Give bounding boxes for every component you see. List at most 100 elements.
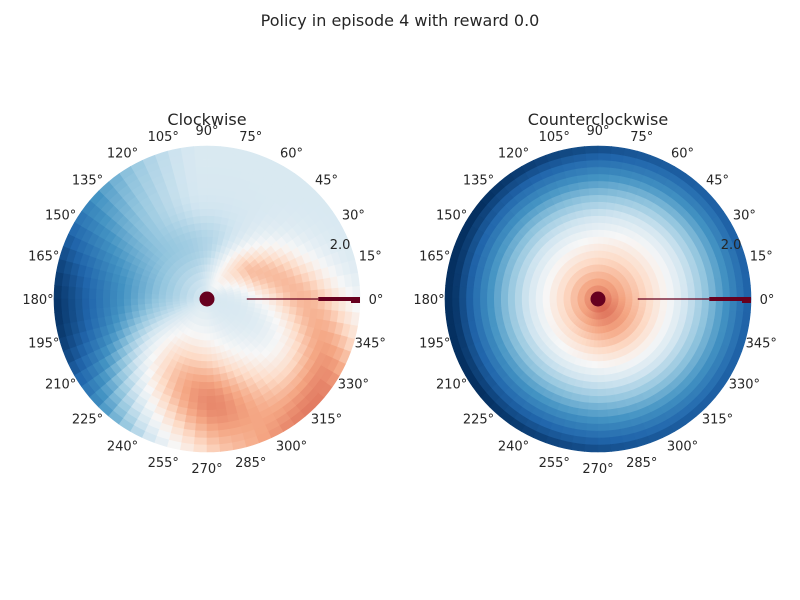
theta-ticks: 0° 15° 30° 45° 60° 75° 90° 105° 120° 135° 150° 165°… bbox=[413, 124, 777, 477]
heatmap-cell bbox=[493, 289, 502, 300]
heatmap-cell bbox=[102, 289, 111, 300]
theta-tick-label: 330° bbox=[338, 378, 369, 393]
heatmap-cell bbox=[206, 201, 216, 210]
heatmap-cell bbox=[206, 367, 214, 376]
heatmap-cell bbox=[193, 145, 208, 154]
heatmap-cell bbox=[597, 187, 609, 196]
theta-tick-label: 45° bbox=[706, 173, 729, 188]
theta-tick-label: 165° bbox=[28, 249, 59, 264]
theta-tick-label: 60° bbox=[280, 147, 303, 162]
heatmap-cell bbox=[585, 159, 599, 168]
theta-tick-label: 225° bbox=[463, 413, 494, 428]
heatmap-cell bbox=[580, 387, 591, 397]
heatmap-cell bbox=[618, 298, 627, 302]
heatmap-cell bbox=[465, 298, 474, 311]
heatmap-cell bbox=[234, 298, 243, 303]
theta-tick-label: 90° bbox=[586, 124, 609, 139]
heatmap-cell bbox=[458, 298, 467, 312]
heatmap-cell bbox=[589, 381, 599, 390]
heatmap-cell bbox=[590, 215, 599, 224]
heatmap-cell bbox=[204, 319, 208, 328]
heatmap-cell bbox=[137, 292, 145, 300]
theta-tick-label: 30° bbox=[342, 209, 365, 224]
heatmap-cell bbox=[206, 395, 217, 404]
heatmap-cell bbox=[206, 173, 219, 182]
heatmap-cell bbox=[206, 381, 216, 390]
heatmap-cell bbox=[199, 215, 208, 224]
heatmap-cell bbox=[193, 437, 208, 446]
heatmap-cell bbox=[206, 208, 216, 217]
heatmap-cell bbox=[189, 201, 200, 211]
heatmap-cell bbox=[206, 423, 219, 432]
heatmap-cell bbox=[500, 290, 509, 300]
theta-tick-label: 210° bbox=[436, 378, 467, 393]
heatmap-cell bbox=[198, 388, 208, 397]
heatmap-cell bbox=[562, 295, 571, 300]
heatmap-cell bbox=[116, 290, 125, 300]
heatmap-cell bbox=[584, 444, 599, 453]
heatmap-cell bbox=[199, 374, 208, 383]
heatmap-cell bbox=[604, 208, 615, 218]
heatmap-cell bbox=[289, 290, 298, 300]
heatmap-cell bbox=[597, 173, 610, 182]
heatmap-cell bbox=[571, 146, 586, 156]
heatmap-cell bbox=[206, 354, 213, 362]
heatmap-cell bbox=[585, 430, 599, 439]
radial-tick-label: 2.0 bbox=[330, 238, 351, 253]
radial-tick-label: 2.0 bbox=[721, 238, 742, 253]
heatmap-cell bbox=[206, 263, 211, 272]
heatmap-cell bbox=[88, 298, 97, 310]
heatmap-cell bbox=[262, 293, 270, 300]
heatmap-cell bbox=[451, 298, 460, 313]
heatmap-cell bbox=[597, 374, 606, 383]
theta-tick-label: 105° bbox=[148, 130, 179, 145]
theta-tick-label: 15° bbox=[359, 249, 382, 264]
heatmap-cell bbox=[60, 285, 69, 300]
heatmap-cell bbox=[586, 166, 599, 175]
heatmap-cell bbox=[151, 288, 160, 296]
heatmap-cell bbox=[493, 298, 502, 309]
theta-tick-label: 225° bbox=[72, 413, 103, 428]
heatmap-cell bbox=[192, 373, 201, 383]
heatmap-cell bbox=[569, 296, 578, 300]
heatmap-cell bbox=[210, 243, 218, 252]
theta-tick-label: 345° bbox=[355, 337, 386, 352]
heatmap-cell bbox=[206, 152, 221, 161]
heatmap-cell bbox=[679, 305, 689, 316]
theta-tick-label: 240° bbox=[107, 439, 138, 454]
theta-tick-label: 330° bbox=[729, 378, 760, 393]
theta-tick-label: 60° bbox=[671, 147, 694, 162]
heatmap-cell bbox=[206, 416, 219, 425]
heatmap-cell bbox=[195, 423, 208, 432]
heatmap-cell bbox=[597, 354, 604, 362]
heatmap-cell bbox=[597, 402, 609, 411]
heatmap-cell bbox=[597, 145, 612, 154]
heatmap-cell bbox=[741, 272, 751, 287]
heatmap-cell bbox=[303, 289, 312, 300]
heatmap-cell bbox=[593, 340, 599, 348]
heatmap-cell bbox=[597, 270, 601, 279]
heatmap-cell bbox=[625, 298, 634, 303]
heatmap-cell bbox=[282, 291, 291, 300]
heatmap-cell bbox=[53, 285, 62, 300]
heatmap-cell bbox=[95, 298, 104, 310]
heatmap-cell bbox=[645, 302, 654, 310]
heatmap-cell bbox=[144, 298, 152, 305]
heatmap-cell bbox=[206, 187, 218, 196]
heatmap-cell bbox=[597, 194, 608, 203]
heatmap-cell bbox=[479, 298, 488, 310]
theta-tick-label: 165° bbox=[419, 249, 450, 264]
heatmap-cell bbox=[295, 281, 305, 292]
heatmap-cell bbox=[597, 243, 604, 251]
heatmap-cell bbox=[53, 298, 62, 313]
heatmap-cell bbox=[200, 361, 208, 369]
heatmap-cell bbox=[597, 201, 607, 210]
heatmap-cell bbox=[310, 288, 319, 300]
heatmap-cell bbox=[597, 215, 606, 224]
heatmap-cell bbox=[227, 298, 236, 302]
heatmap-cell bbox=[200, 222, 208, 231]
theta-tick-label: 45° bbox=[315, 173, 338, 188]
heatmap-cell bbox=[206, 243, 213, 251]
heatmap-cell bbox=[660, 292, 668, 300]
panel-title: Counterclockwise bbox=[528, 110, 668, 129]
